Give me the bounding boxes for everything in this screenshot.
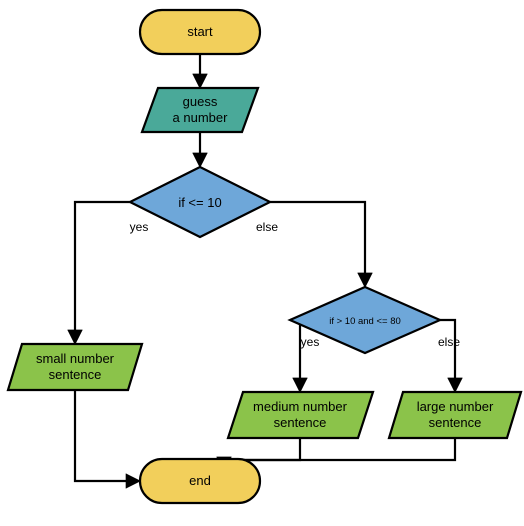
node-guess-label-2: a number <box>173 110 229 125</box>
node-start-label: start <box>187 24 213 39</box>
node-medium-label-1: medium number <box>253 399 348 414</box>
node-medium: medium number sentence <box>228 392 373 438</box>
node-small-label-1: small number <box>36 351 115 366</box>
edge-small-end <box>75 390 138 481</box>
edge-dec1-dec2 <box>270 202 365 285</box>
node-large: large number sentence <box>389 392 521 438</box>
node-small-label-2: sentence <box>49 367 102 382</box>
node-end-label: end <box>189 473 211 488</box>
edge-large-join <box>224 438 455 460</box>
edge-label-else-1: else <box>256 220 278 234</box>
edge-label-else-2: else <box>438 335 460 349</box>
node-medium-label-2: sentence <box>274 415 327 430</box>
node-large-label-2: sentence <box>429 415 482 430</box>
edge-dec1-small <box>75 202 130 342</box>
edge-medium-join <box>224 438 300 460</box>
node-guess-label-1: guess <box>183 94 218 109</box>
edge-label-yes-1: yes <box>130 220 149 234</box>
edge-dec2-medium <box>290 320 300 390</box>
edge-label-yes-2: yes <box>301 335 320 349</box>
node-dec2-label: if > 10 and <= 80 <box>329 316 401 327</box>
edge-dec2-large <box>440 320 455 390</box>
node-small: small number sentence <box>8 344 142 390</box>
node-large-label-1: large number <box>417 399 494 414</box>
node-start: start <box>140 10 260 54</box>
node-dec1-label: if <= 10 <box>178 195 221 210</box>
node-end: end <box>140 459 260 503</box>
node-guess: guess a number <box>142 88 258 132</box>
node-decision-1: if <= 10 <box>130 167 270 237</box>
